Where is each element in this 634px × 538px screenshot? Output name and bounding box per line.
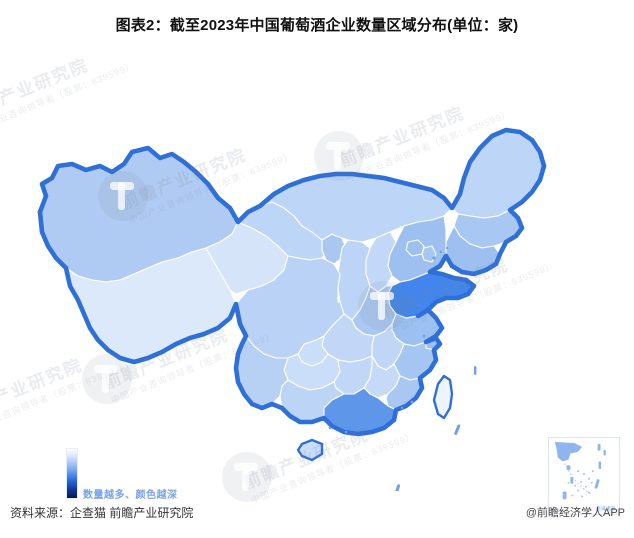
page-title: 图表2：截至2023年中国葡萄酒企业数量区域分布(单位：家) — [115, 17, 519, 34]
south-china-sea-inset[interactable]: 南海诸岛 — [548, 437, 620, 515]
map-legend: 数量越多、颜色越深 — [64, 447, 214, 503]
brand-text: @前瞻经济学人APP — [525, 507, 625, 519]
province-guangxi[interactable] — [279, 379, 345, 423]
sea-inset-svg — [554, 441, 606, 500]
legend-gradient-bar — [66, 448, 78, 499]
source-text: 资料来源：企查猫 前瞻产业研究院 — [10, 506, 194, 520]
china-choropleth-map[interactable]: .prov { stroke:#ffffff; stroke-width:1.1… — [0, 36, 634, 515]
offshore-islets — [328, 246, 477, 491]
china-map-svg[interactable]: .prov { stroke:#ffffff; stroke-width:1.1… — [0, 36, 634, 491]
legend-label: 数量越多、颜色越深 — [83, 490, 178, 501]
footer: 资料来源：企查猫 前瞻产业研究院 @前瞻经济学人APP — [0, 492, 634, 538]
national-border-layer — [37, 127, 547, 437]
province-layer[interactable] — [39, 129, 545, 461]
island-outline-layer — [296, 374, 454, 462]
sea-inset-label: 南海诸岛 — [596, 506, 616, 512]
